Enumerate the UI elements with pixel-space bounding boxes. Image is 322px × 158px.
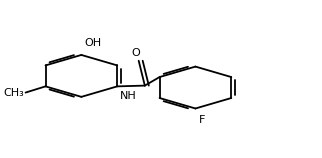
Text: F: F: [198, 115, 205, 125]
Text: OH: OH: [84, 37, 101, 48]
Text: O: O: [131, 48, 140, 58]
Text: CH₃: CH₃: [3, 88, 24, 98]
Text: NH: NH: [119, 91, 136, 101]
